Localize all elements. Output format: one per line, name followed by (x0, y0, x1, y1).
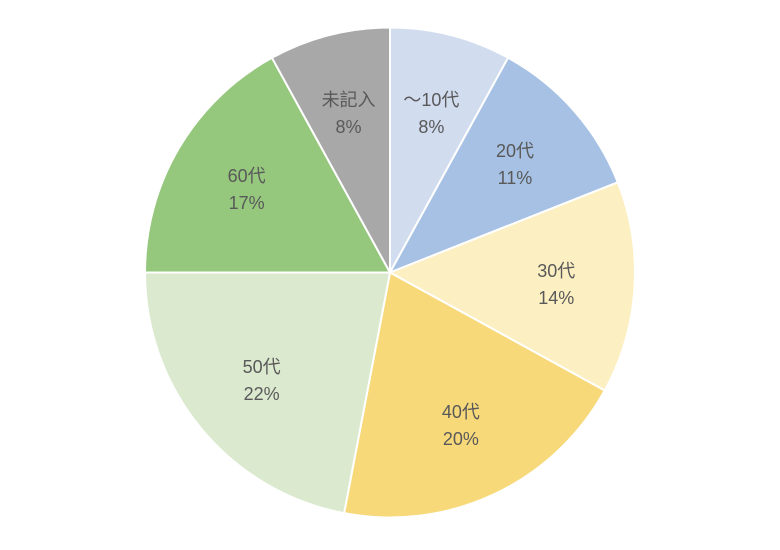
slice-name: 50代 (243, 354, 281, 381)
slice-percent: 8% (403, 114, 459, 141)
slice-percent: 11% (496, 165, 534, 192)
slice-label: 30代14% (537, 258, 575, 312)
slice-name: 40代 (442, 399, 480, 426)
slice-percent: 20% (442, 426, 480, 453)
slice-label: 50代22% (243, 354, 281, 408)
slice-label: ～10代8% (403, 87, 459, 141)
slice-percent: 22% (243, 381, 281, 408)
slice-name: 30代 (537, 258, 575, 285)
slice-label: 60代17% (228, 163, 266, 217)
slice-name: 未記入 (322, 87, 376, 114)
slice-percent: 8% (322, 114, 376, 141)
slice-label: 未記入8% (322, 87, 376, 141)
slice-name: 20代 (496, 138, 534, 165)
slice-label: 20代11% (496, 138, 534, 192)
slice-percent: 14% (537, 285, 575, 312)
slice-name: 60代 (228, 163, 266, 190)
slice-percent: 17% (228, 190, 266, 217)
slice-label: 40代20% (442, 399, 480, 453)
slice-name: ～10代 (403, 87, 459, 114)
